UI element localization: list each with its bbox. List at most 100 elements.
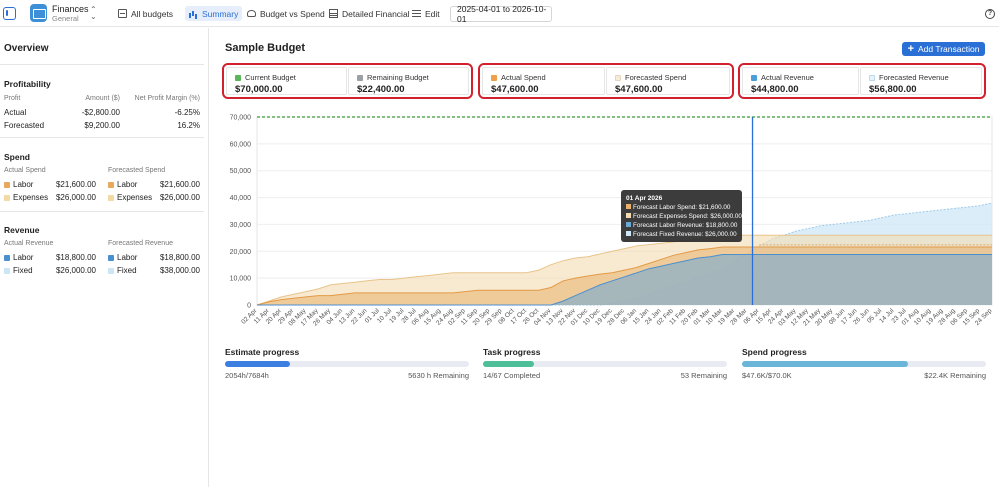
kpi-label: Actual Spend — [501, 73, 546, 82]
progress-track — [742, 361, 986, 367]
spend-forecast-value: $21,600.00 — [159, 180, 200, 189]
series-area-2 — [257, 254, 992, 305]
spend-progress: Spend progress $47.6K/$70.0K $22.4K Rema… — [742, 347, 986, 380]
sidebar-toggle-icon[interactable] — [3, 7, 16, 20]
spend-title: Spend — [4, 152, 30, 162]
kpi-remaining-budget: Remaining Budget $22,400.00 — [348, 67, 469, 95]
tooltip-title: 01 Apr 2026 — [626, 195, 663, 202]
labor-swatch — [108, 255, 114, 261]
y-tick-label: 50,000 — [230, 168, 252, 175]
task-progress: Task progress 14/67 Completed 53 Remaini… — [483, 347, 727, 380]
overview-title: Overview — [4, 43, 49, 54]
kpi-label: Forecasted Revenue — [879, 73, 949, 82]
kpi-forecasted-revenue: Forecasted Revenue $56,800.00 — [860, 67, 982, 95]
progress-title: Task progress — [483, 347, 541, 357]
kpi-label: Current Budget — [245, 73, 296, 82]
revenue-row-label: Labor — [117, 253, 138, 262]
profit-row-margin: 16.2% — [177, 121, 200, 130]
revenue-actual-value: $18,800.00 — [55, 253, 96, 262]
nav-label: All budgets — [131, 8, 174, 19]
kpi-actual-spend: Actual Spend $47,600.00 — [482, 67, 605, 95]
divider — [0, 211, 204, 212]
revenue-forecast-value: $38,000.00 — [159, 266, 200, 275]
date-range-picker[interactable]: 2025-04-01 to 2026-10-01 — [450, 4, 552, 24]
spend-kpi-group: Actual Spend $47,600.00 Forecasted Spend… — [478, 63, 734, 99]
app-subtitle: General — [52, 14, 79, 23]
tooltip-swatch — [626, 204, 631, 209]
profit-row-amount: -$2,800.00 — [81, 108, 120, 117]
labor-swatch — [108, 182, 114, 188]
nav-all-budgets[interactable]: All budgets — [114, 6, 177, 21]
profit-col-header: Profit — [4, 95, 21, 102]
revenue-title: Revenue — [4, 225, 40, 235]
spend-actual-value: $21,600.00 — [55, 180, 96, 189]
budget-chart[interactable]: 0 10,000 20,000 30,000 40,000 50,000 60,000 70,… — [225, 110, 995, 335]
kpi-swatch — [615, 74, 621, 81]
labor-swatch — [4, 182, 10, 188]
progress-value: $47.6K/$70.0K — [742, 371, 792, 380]
revenue-row-label: Fixed — [117, 266, 137, 275]
profitability-title: Profitability — [4, 79, 51, 89]
progress-remaining: 53 Remaining — [680, 371, 727, 380]
progress-fill — [742, 361, 908, 367]
progress-value: 14/67 Completed — [483, 371, 541, 380]
kpi-label: Forecasted Spend — [625, 73, 687, 82]
progress-track — [225, 361, 469, 367]
actual-revenue-header: Actual Revenue — [4, 240, 54, 247]
spend-actual-value: $26,000.00 — [55, 193, 96, 202]
actual-spend-header: Actual Spend — [4, 167, 46, 174]
budget-kpi-group: Current Budget $70,000.00 Remaining Budg… — [222, 63, 473, 99]
nav-label: Budget vs Spend — [260, 8, 325, 19]
kpi-current-budget: Current Budget $70,000.00 — [226, 67, 347, 95]
divider — [0, 64, 204, 65]
divider — [0, 137, 204, 138]
forecast-spend-header: Forecasted Spend — [108, 167, 166, 174]
kpi-label: Actual Revenue — [761, 73, 814, 82]
spend-forecast-value: $26,000.00 — [159, 193, 200, 202]
top-bar: Finances General ⌃ ⌄ All budgets Summary … — [0, 0, 999, 27]
nav-summary[interactable]: Summary — [185, 6, 243, 21]
y-tick-label: 70,000 — [230, 115, 252, 122]
tooltip-row: Forecast Labor Revenue: $18,800.00 — [633, 222, 738, 229]
progress-remaining: $22.4K Remaining — [924, 371, 986, 380]
fixed-swatch — [108, 268, 114, 274]
tooltip-swatch — [626, 213, 631, 218]
y-tick-label: 0 — [247, 303, 251, 310]
progress-remaining: 5630 h Remaining — [408, 371, 469, 380]
revenue-forecast-value: $18,800.00 — [159, 253, 200, 262]
table-icon — [329, 9, 338, 18]
revenue-row-label: Labor — [13, 253, 34, 262]
tooltip-swatch — [626, 231, 631, 236]
tooltip-row: Forecast Expenses Spend: $26,000.00 — [633, 213, 742, 220]
y-tick-label: 30,000 — [230, 222, 252, 229]
labor-swatch — [4, 255, 10, 261]
nav-label: Edit — [425, 8, 440, 19]
add-transaction-button[interactable]: + Add Transaction — [902, 42, 985, 56]
margin-col-header: Net Profit Margin (%) — [134, 95, 200, 102]
plus-icon: + — [907, 43, 914, 55]
progress-title: Spend progress — [742, 347, 807, 357]
kpi-value: $70,000.00 — [235, 84, 283, 95]
nav-label: Summary — [202, 8, 239, 19]
nav-label: Detailed Financial — [342, 8, 410, 19]
expenses-swatch — [4, 195, 10, 201]
profit-row-label: Actual — [4, 108, 27, 117]
series-line-2 — [257, 254, 992, 306]
progress-fill — [225, 361, 291, 367]
kpi-forecasted-spend: Forecasted Spend $47,600.00 — [606, 67, 730, 95]
help-icon[interactable]: ? — [985, 9, 995, 19]
spend-row-label: Labor — [13, 180, 34, 189]
nav-edit[interactable]: Edit — [408, 6, 444, 21]
series-line-1 — [256, 234, 992, 306]
amount-col-header: Amount ($) — [85, 95, 120, 102]
revenue-kpi-group: Actual Revenue $44,800.00 Forecasted Rev… — [738, 63, 986, 99]
app-title[interactable]: Finances — [52, 4, 89, 14]
chevron-updown-icon[interactable]: ⌃ ⌄ — [90, 5, 97, 21]
kpi-value: $47,600.00 — [491, 84, 539, 95]
nav-detailed-financial[interactable]: Detailed Financial — [325, 6, 414, 21]
y-tick-label: 20,000 — [230, 249, 252, 256]
spend-row-label: Labor — [117, 180, 138, 189]
tooltip-row: Forecast Labor Spend: $21,600.00 — [633, 204, 731, 211]
nav-budget-vs-spend[interactable]: Budget vs Spend — [243, 6, 329, 21]
y-tick-label: 60,000 — [230, 141, 252, 148]
